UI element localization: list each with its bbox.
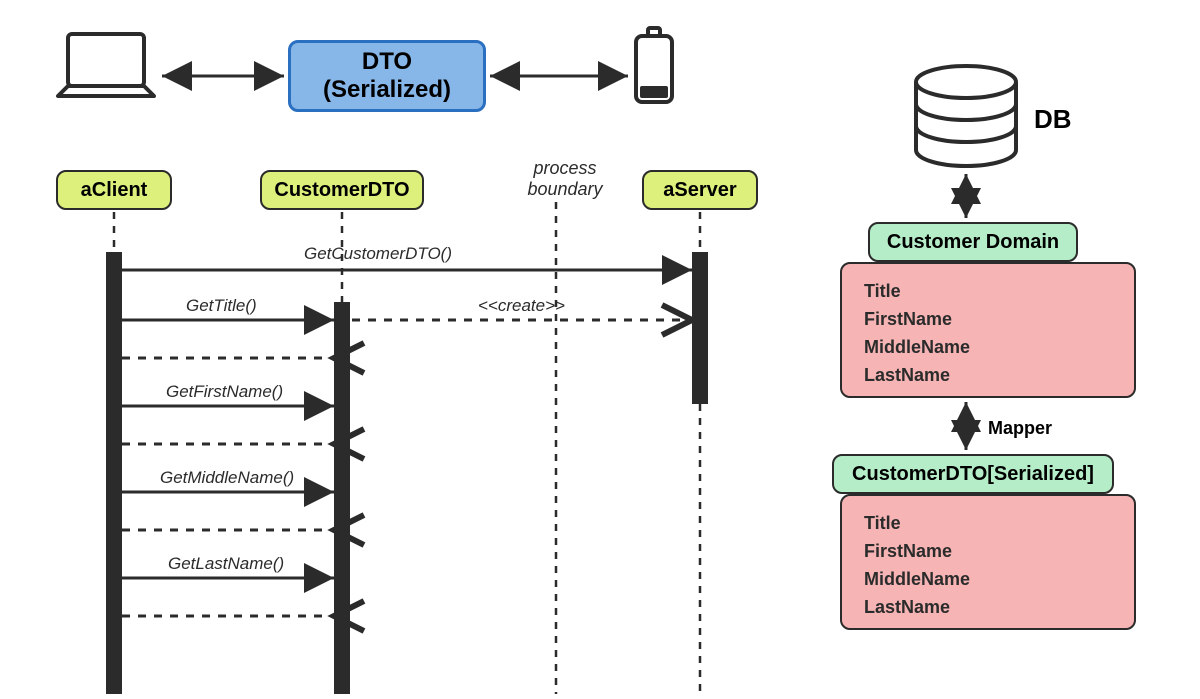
battery-icon [636,28,672,102]
mapper-label: Mapper [988,418,1052,439]
field-title: Title [864,278,970,306]
lbl-getfirstname: GetFirstName() [166,382,283,402]
dto-field-firstname: FirstName [864,538,970,566]
customerdto-label: CustomerDTO [274,179,409,202]
process-boundary-label: processboundary [520,158,610,200]
lbl-gettitle: GetTitle() [186,296,257,316]
customerdto-box: CustomerDTO [260,170,424,210]
aclient-label: aClient [81,179,148,202]
lbl-create: <<create>> [478,296,565,316]
field-firstname: FirstName [864,306,970,334]
dto-field-lastname: LastName [864,594,970,622]
aclient-box: aClient [56,170,172,210]
customer-domain-title: Customer Domain [887,231,1059,254]
customer-dto-title: CustomerDTO[Serialized] [852,463,1094,486]
dto-field-middlename: MiddleName [864,566,970,594]
dto-serialized-box: DTO (Serialized) [288,40,486,112]
lbl-getmiddlename: GetMiddleName() [160,468,294,488]
dto-line2: (Serialized) [323,76,451,104]
customer-domain-header: Customer Domain [868,222,1078,262]
aserver-box: aServer [642,170,758,210]
field-lastname: LastName [864,362,970,390]
db-icon [916,66,1016,166]
bar-aserver [692,252,708,404]
bar-customerdto [334,302,350,694]
customer-domain-fields: Title FirstName MiddleName LastName [864,278,970,390]
laptop-icon [58,34,154,96]
dto-line1: DTO [362,48,412,76]
field-middlename: MiddleName [864,334,970,362]
dto-field-title: Title [864,510,970,538]
bar-aclient [106,252,122,694]
aserver-label: aServer [663,179,736,202]
customer-dto-header: CustomerDTO[Serialized] [832,454,1114,494]
lbl-getlastname: GetLastName() [168,554,284,574]
db-label: DB [1034,104,1072,135]
customer-dto-fields: Title FirstName MiddleName LastName [864,510,970,622]
lbl-getcustomerdto: GetCustomerDTO() [304,244,452,264]
